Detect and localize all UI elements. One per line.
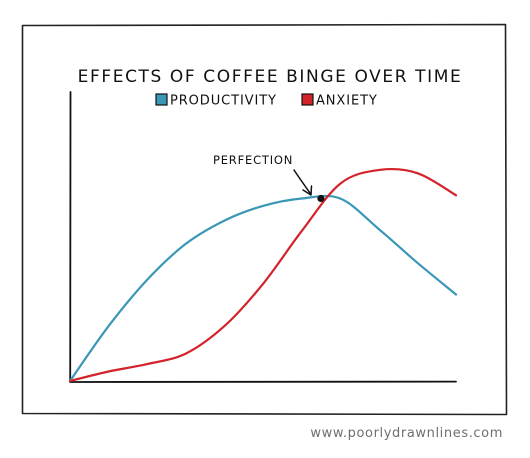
site-credit: www.poorlydrawnlines.com [310,426,503,441]
legend-label-productivity: PRODUCTIVITY [170,94,277,109]
series-line-productivity [68,194,458,383]
annotation-arrow [293,169,311,194]
series-line-anxiety [68,167,458,383]
legend-swatch-anxiety [301,93,314,106]
legend-swatch-productivity [155,93,168,106]
chart-legend: PRODUCTIVITY ANXIETY [155,93,378,109]
legend-item-productivity: PRODUCTIVITY [155,93,277,109]
annotation-label-perfection: PERFECTION [213,153,293,167]
legend-item-anxiety: ANXIETY [301,93,378,109]
chart-title: EFFECTS OF COFFEE BINGE OVER TIME [78,67,463,87]
series-layer [68,167,458,383]
annotation-arrowhead [302,185,313,196]
panel-border [21,23,508,416]
perfection-annotation: PERFECTION [213,153,313,196]
legend-label-anxiety: ANXIETY [316,94,378,109]
perfection-point [317,194,325,203]
